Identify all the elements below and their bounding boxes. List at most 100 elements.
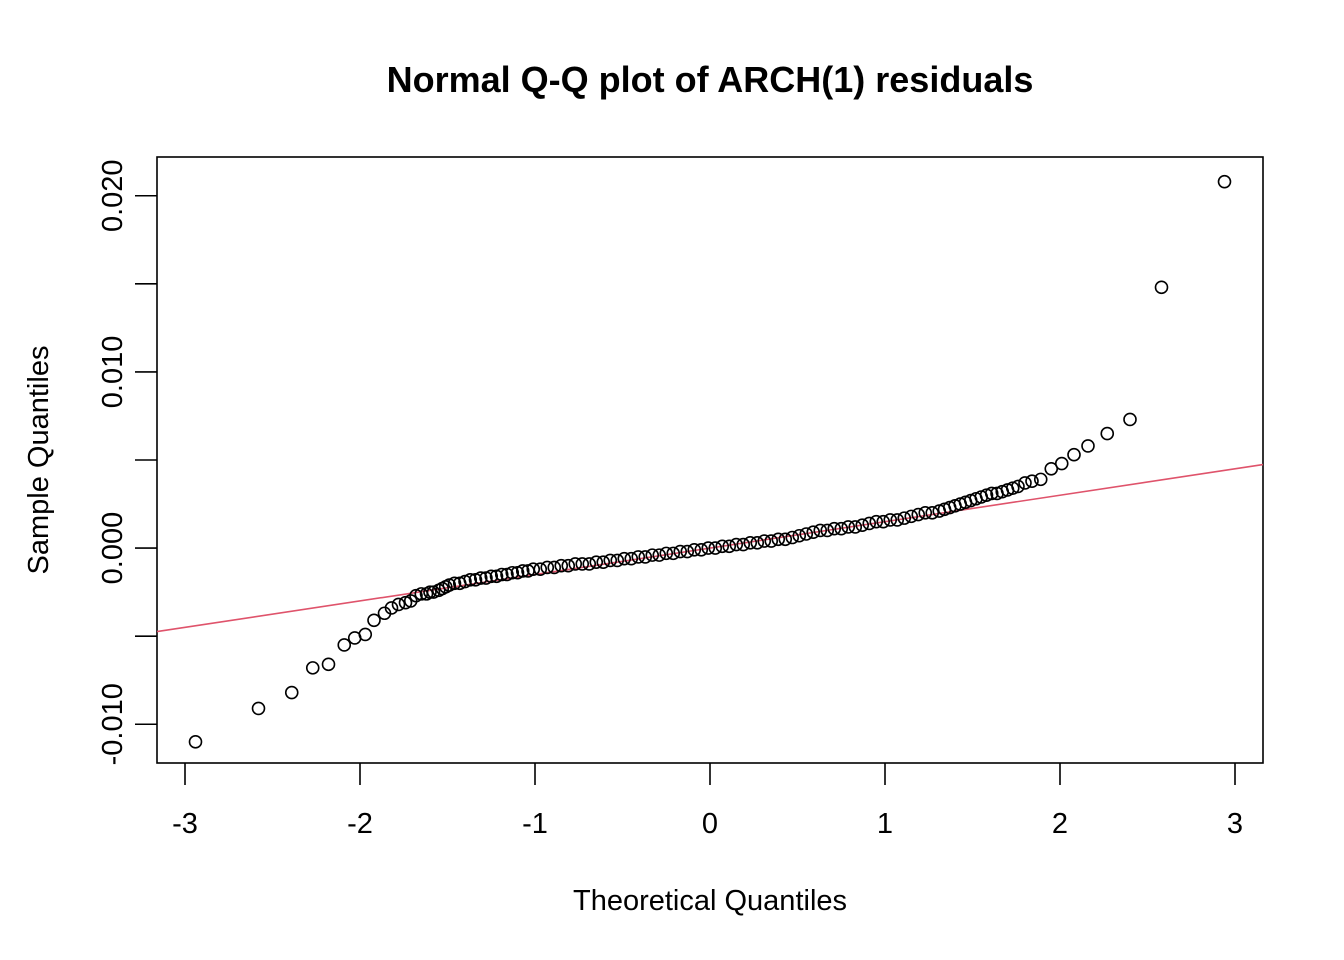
- data-point: [367, 613, 381, 628]
- data-point: [554, 558, 569, 573]
- data-point: [722, 539, 737, 554]
- data-point: [547, 560, 562, 575]
- data-point: [736, 537, 751, 552]
- data-point: [743, 535, 758, 550]
- chart-title: Normal Q-Q plot of ARCH(1) residuals: [387, 59, 1034, 100]
- data-point: [792, 528, 807, 543]
- data-point: [750, 535, 765, 550]
- data-point: [1025, 474, 1039, 488]
- data-point: [337, 638, 352, 652]
- data-point: [1217, 174, 1232, 189]
- x-tick-label: 1: [877, 808, 893, 840]
- data-point: [582, 557, 597, 571]
- data-point: [848, 520, 863, 534]
- data-point: [1054, 456, 1069, 471]
- data-point: [827, 521, 842, 536]
- data-point: [904, 509, 919, 524]
- data-point: [652, 548, 667, 562]
- data-point: [771, 532, 786, 547]
- data-point: [1154, 280, 1169, 295]
- data-point: [515, 564, 530, 578]
- data-point: [533, 562, 548, 577]
- data-point: [1081, 439, 1095, 453]
- data-point: [876, 514, 891, 529]
- data-point: [757, 534, 772, 548]
- data-point: [1123, 412, 1137, 427]
- x-tick-label: -3: [172, 808, 198, 840]
- data-point: [596, 555, 611, 569]
- data-point: [708, 541, 723, 555]
- data-point: [575, 557, 590, 571]
- data-point: [540, 560, 555, 575]
- data-point: [666, 546, 681, 561]
- data-point: [423, 585, 437, 599]
- data-point: [1018, 476, 1032, 490]
- x-axis-label: Theoretical Quantiles: [573, 885, 847, 917]
- x-tick-label: -2: [347, 808, 373, 840]
- data-point: [1011, 479, 1025, 494]
- data-point: [869, 514, 884, 529]
- data-point: [1100, 426, 1115, 441]
- data-point: [305, 661, 320, 675]
- data-point: [694, 543, 709, 557]
- data-point: [680, 544, 695, 559]
- y-tick-label: 0.000: [97, 512, 129, 585]
- data-point: [701, 541, 716, 555]
- data-point: [687, 543, 702, 557]
- data-point: [391, 597, 406, 612]
- data-point: [1044, 462, 1059, 476]
- y-tick-label: 0.010: [97, 336, 129, 409]
- data-point: [918, 506, 933, 520]
- data-point: [610, 553, 625, 568]
- y-axis-label: Sample Quantiles: [23, 346, 55, 575]
- x-tick-label: 0: [702, 808, 718, 840]
- data-point: [855, 518, 870, 532]
- data-point: [568, 557, 583, 571]
- data-point: [358, 627, 373, 642]
- data-point: [1067, 447, 1081, 462]
- data-point: [645, 548, 660, 562]
- data-point: [785, 530, 800, 545]
- y-axis: -0.010 0.000 0.010 0.020: [97, 159, 157, 765]
- data-point: [617, 551, 632, 566]
- data-point: [463, 572, 478, 587]
- data-point: [603, 553, 618, 568]
- data-point: [1033, 472, 1048, 487]
- x-tick-label: 3: [1227, 808, 1243, 840]
- data-point: [638, 550, 653, 564]
- data-point: [834, 521, 849, 536]
- data-point: [251, 701, 266, 716]
- data-point: [806, 525, 821, 540]
- data-point: [813, 523, 828, 538]
- data-point: [284, 685, 299, 700]
- data-point: [188, 735, 203, 749]
- data-point: [897, 511, 912, 525]
- data-point: [561, 558, 576, 573]
- data-point: [659, 546, 674, 561]
- data-point: [799, 527, 814, 541]
- data-point: [841, 520, 856, 534]
- data-point: [925, 506, 940, 520]
- data-point: [820, 523, 835, 538]
- y-tick-label: 0.020: [97, 159, 129, 232]
- sample-points: [188, 174, 1232, 749]
- data-point: [883, 513, 898, 527]
- data-point: [911, 507, 926, 522]
- data-point: [862, 516, 877, 531]
- data-point: [384, 601, 399, 615]
- data-point: [494, 567, 509, 582]
- data-point: [484, 569, 499, 584]
- x-tick-label: 2: [1052, 808, 1068, 840]
- data-point: [624, 551, 639, 566]
- data-point: [631, 550, 646, 564]
- data-point: [729, 537, 744, 552]
- data-point: [778, 532, 793, 547]
- data-point: [764, 534, 779, 548]
- data-point: [984, 486, 999, 501]
- x-tick-label: -1: [522, 808, 548, 840]
- data-point: [715, 539, 730, 554]
- data-point: [473, 571, 488, 585]
- plot-frame: [156, 156, 1264, 764]
- data-point: [589, 555, 604, 569]
